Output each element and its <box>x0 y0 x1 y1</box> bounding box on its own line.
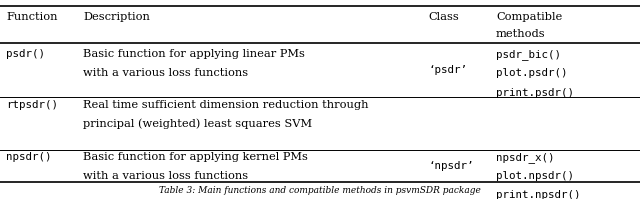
Text: methods: methods <box>496 29 546 39</box>
Text: print.psdr(): print.psdr() <box>496 88 574 98</box>
Text: Basic function for applying linear PMs: Basic function for applying linear PMs <box>83 49 305 59</box>
Text: ‘npsdr’: ‘npsdr’ <box>429 161 474 171</box>
Text: Description: Description <box>83 12 150 22</box>
Text: Class: Class <box>429 12 460 22</box>
Text: npsdr_x(): npsdr_x() <box>496 152 554 163</box>
Text: plot.psdr(): plot.psdr() <box>496 68 568 78</box>
Text: with a various loss functions: with a various loss functions <box>83 171 248 181</box>
Text: with a various loss functions: with a various loss functions <box>83 68 248 78</box>
Text: ‘psdr’: ‘psdr’ <box>429 65 468 75</box>
Text: plot.npsdr(): plot.npsdr() <box>496 171 574 181</box>
Text: Table 3: Main functions and compatible methods in psvmSDR package: Table 3: Main functions and compatible m… <box>159 186 481 195</box>
Text: Compatible: Compatible <box>496 12 563 22</box>
Text: rtpsdr(): rtpsdr() <box>6 100 58 109</box>
Text: psdr_bic(): psdr_bic() <box>496 49 561 60</box>
Text: print.npsdr(): print.npsdr() <box>496 190 580 199</box>
Text: Function: Function <box>6 12 58 22</box>
Text: Real time sufficient dimension reduction through: Real time sufficient dimension reduction… <box>83 100 369 109</box>
Text: Basic function for applying kernel PMs: Basic function for applying kernel PMs <box>83 152 308 162</box>
Text: psdr(): psdr() <box>6 49 45 59</box>
Text: npsdr(): npsdr() <box>6 152 52 162</box>
Text: principal (weighted) least squares SVM: principal (weighted) least squares SVM <box>83 118 312 129</box>
